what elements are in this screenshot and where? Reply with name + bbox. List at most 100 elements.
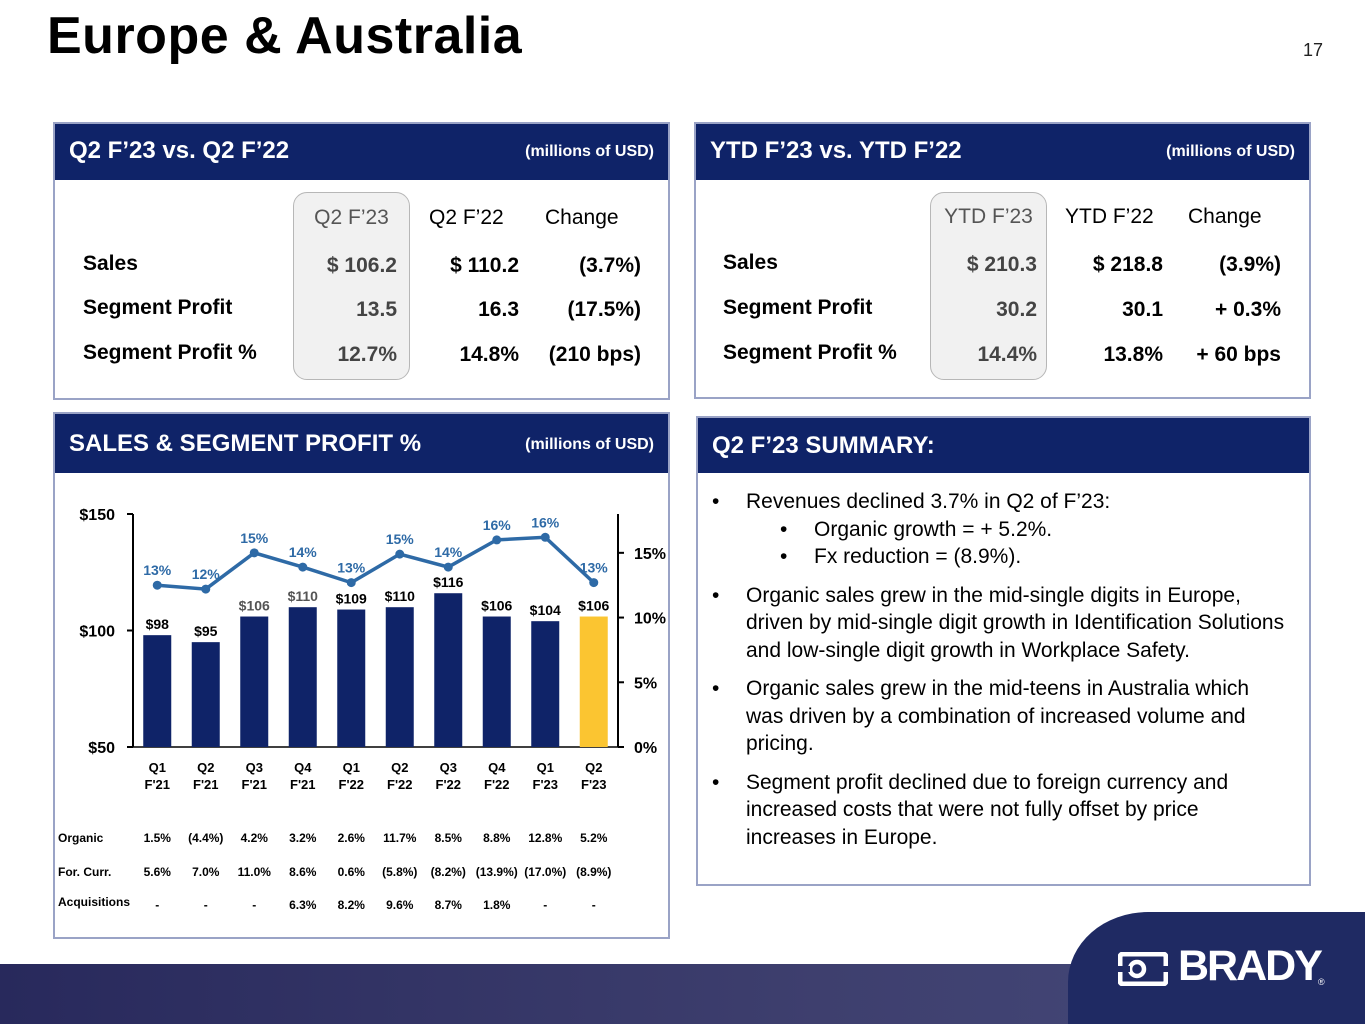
x-tick-label-year: F'21 [145,777,171,792]
x-tick-label-year: F'22 [484,777,510,792]
x-tick-label-year: F'22 [436,777,462,792]
sales-data-label: $98 [146,616,170,632]
ytd-row-prior: 13.8% [1103,343,1163,366]
growth-table-cell: 12.8% [528,831,562,845]
x-tick-label-quarter: Q2 [197,760,214,775]
bullet-dot: • [712,770,720,794]
sales-bar [143,635,172,747]
sales-data-label: $106 [239,598,270,614]
sales-data-label: $106 [578,598,609,614]
growth-table-cell: - [543,898,547,912]
brand-name: BRADY [1178,942,1323,990]
q2-row-change: (3.7%) [579,254,641,277]
growth-table-cell: 3.2% [289,831,317,845]
growth-table-cell: (4.4%) [188,831,223,845]
ytd-row-label: Segment Profit [723,296,873,319]
summary-bullet-text: Organic sales grew in the mid-teens in A… [746,677,1250,755]
summary-panel-title: Q2 F’23 SUMMARY: [712,432,935,459]
footer-brand-tab: BRADY ® [1068,912,1365,1024]
growth-table-cell: 7.0% [192,865,220,879]
chart-panel-unit: (millions of USD) [525,436,654,453]
left-axis-tick-label: $100 [79,624,115,641]
left-axis-tick-label: $50 [88,740,115,757]
growth-table-cell: - [204,898,208,912]
summary-panel-header: Q2 F’23 SUMMARY: [698,418,1309,473]
x-tick-label-quarter: Q3 [246,760,263,775]
ytd-row-current: 14.4% [977,343,1037,366]
segment-profit-point [589,578,599,588]
x-tick-label-quarter: Q1 [537,760,554,775]
segment-profit-label: 16% [483,517,512,533]
bullet-dot: • [712,677,720,700]
growth-table-cell: 8.7% [435,898,463,912]
sales-bar [337,609,366,747]
q2-row-change: (210 bps) [548,343,641,366]
segment-profit-point [298,562,308,572]
ytd-row-change: + 0.3% [1215,298,1281,321]
page-number: 17 [1302,40,1323,60]
growth-table-cell: 11.7% [383,831,417,845]
segment-profit-label: 13% [337,560,366,576]
sales-bar [482,616,511,747]
growth-table-cell: (5.8%) [382,865,417,879]
x-tick-label-quarter: Q1 [149,760,166,775]
growth-table-cell: 11.0% [238,865,272,879]
right-axis-tick-label: 5% [634,675,657,692]
growth-table-cell: 8.5% [435,831,463,845]
ytd-panel-header: YTD F’23 vs. YTD F’22 (millions of USD) [696,124,1309,180]
growth-table-cell: (8.2%) [431,865,466,879]
growth-table-cell: 8.6% [289,865,317,879]
segment-profit-point [395,549,405,559]
summary-panel: Q2 F’23 SUMMARY: • Revenues declined 3.7… [696,416,1311,886]
growth-table-row-label: For. Curr. [58,865,111,879]
summary-bullet: • Segment profit declined due to foreign… [712,769,1289,852]
growth-table-cell: 1.8% [483,898,511,912]
ytd-row-change: + 60 bps [1196,343,1281,366]
q2-row-current: 12.7% [337,343,397,366]
ytd-comparison-panel: YTD F’23 vs. YTD F’22 (millions of USD) … [694,122,1311,399]
segment-profit-label: 12% [192,566,221,582]
summary-sub-text: Fx reduction = (8.9%). [814,545,1022,568]
page-title: Europe & Australia [47,7,523,65]
ytd-row-current: 30.2 [996,298,1037,321]
sales-bar [579,616,608,747]
summary-bullet-text: Revenues declined 3.7% in Q2 of F’23: [746,490,1111,513]
x-tick-label-quarter: Q1 [343,760,360,775]
sales-data-label: $110 [288,588,319,604]
ytd-panel-unit: (millions of USD) [1166,143,1295,160]
sales-bar [288,607,317,747]
growth-table-cell: 5.6% [144,865,172,879]
x-tick-label-year: F'21 [193,777,219,792]
chart-panel-title: SALES & SEGMENT PROFIT % [69,430,422,457]
q2-panel-header: Q2 F’23 vs. Q2 F’22 (millions of USD) [55,124,668,180]
segment-profit-label: 14% [289,544,318,560]
sales-data-label: $95 [194,623,218,639]
growth-table-row-label: Acquisitions [58,895,130,909]
growth-table-cell: - [252,898,256,912]
right-axis-tick-label: 10% [634,611,666,628]
growth-table-row-label: Organic [58,831,104,845]
segment-profit-label: 16% [531,514,560,530]
summary-bullet-text: Organic sales grew in the mid-single dig… [746,583,1285,662]
x-tick-label-quarter: Q4 [488,760,506,775]
q2-row-label: Sales [83,252,138,275]
growth-table-cell: 4.2% [241,831,269,845]
growth-table-cell: 9.6% [386,898,414,912]
segment-profit-point [152,580,162,590]
summary-bullet-text: Segment profit declined due to foreign c… [746,770,1229,849]
ytd-row-prior: 30.1 [1122,298,1163,321]
q2-row-label: Segment Profit % [83,341,257,364]
ytd-row-label: Sales [723,251,778,274]
sales-bar [434,593,463,747]
growth-table-cell: 2.6% [338,831,366,845]
ytd-row-change: (3.9%) [1219,253,1281,276]
ytd-row-label: Segment Profit % [723,341,897,364]
segment-profit-label: 13% [143,562,172,578]
q2-col-header-prior: Q2 F’22 [429,206,504,229]
q2-row-current: 13.5 [356,298,397,321]
x-tick-label-quarter: Q2 [391,760,408,775]
growth-table-cell: (13.9%) [476,865,518,879]
q2-panel-title: Q2 F’23 vs. Q2 F’22 [69,137,290,164]
q2-row-prior: 16.3 [478,298,519,321]
sales-bar [385,607,414,747]
